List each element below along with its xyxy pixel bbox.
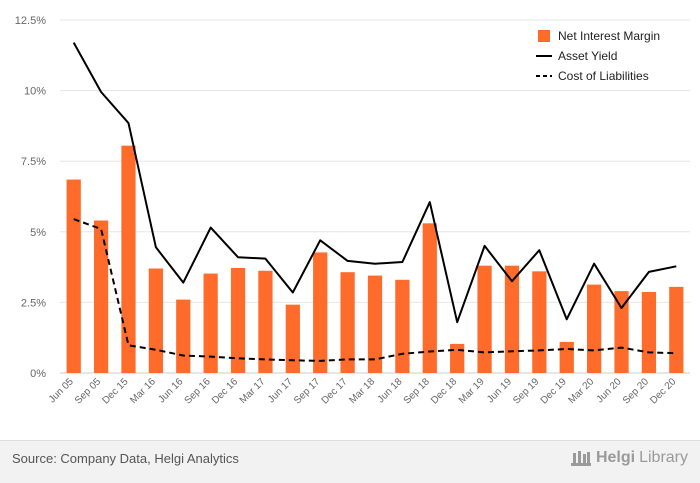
x-tick-label: Sep 18 — [402, 376, 432, 406]
x-tick-label: Sep 19 — [511, 376, 541, 406]
legend-label: Net Interest Margin — [558, 29, 660, 43]
legend: Net Interest Margin Asset Yield Cost of Li… — [536, 29, 660, 83]
bar-net-interest-margin — [614, 291, 629, 373]
y-tick-label: 0% — [30, 368, 46, 380]
bar-net-interest-margin — [340, 272, 355, 373]
legend-label: Cost of Liabilities — [558, 69, 649, 83]
x-tick-label: Sep 20 — [621, 376, 651, 406]
x-tick-label: Sep 16 — [183, 376, 213, 406]
bar-net-interest-margin — [422, 223, 437, 373]
library-icon — [570, 451, 591, 466]
bar-net-interest-margin — [395, 279, 410, 373]
x-tick-label: Sep 05 — [73, 376, 103, 406]
brand-logo: Helgi Library — [570, 449, 688, 467]
legend-label: Asset Yield — [558, 49, 617, 63]
bar-net-interest-margin — [504, 265, 520, 373]
x-tick-label: Jun 17 — [266, 376, 295, 405]
y-tick-label: 2.5% — [21, 297, 46, 309]
x-tick-label: Mar 20 — [566, 376, 596, 406]
bar-net-interest-margin — [477, 265, 492, 373]
y-tick-label: 12.5% — [15, 15, 46, 27]
x-tick-label: Sep 17 — [292, 376, 322, 406]
y-axis-ticks: 0% 2.5% 5% 7.5% 10% 12.5% — [15, 15, 46, 380]
bar-net-interest-margin — [532, 271, 547, 373]
x-tick-label: Dec 19 — [539, 376, 569, 406]
bar-net-interest-margin — [93, 220, 109, 373]
source-note: Source: Company Data, Helgi Analytics — [12, 451, 239, 466]
grid-lines — [60, 19, 690, 374]
y-tick-label: 10% — [24, 86, 46, 98]
bar-net-interest-margin — [450, 343, 465, 373]
y-tick-label: 5% — [30, 227, 46, 239]
x-tick-label: Mar 18 — [347, 376, 377, 406]
y-tick-label: 7.5% — [21, 156, 46, 168]
x-tick-label: Dec 20 — [648, 376, 678, 406]
x-tick-label: Dec 16 — [210, 376, 240, 406]
bar-net-interest-margin — [230, 267, 246, 373]
bar-net-interest-margin — [148, 268, 163, 373]
brand-name-part1: Helgi — [595, 449, 636, 466]
x-tick-label: Dec 17 — [320, 376, 350, 406]
x-tick-label: Jun 18 — [375, 376, 404, 405]
bar-net-interest-margin — [587, 284, 602, 373]
x-tick-label: Mar 16 — [128, 376, 158, 406]
x-tick-label: Mar 19 — [457, 376, 487, 406]
line-series — [72, 42, 677, 362]
bar-net-interest-margin — [285, 304, 300, 373]
bar-net-interest-margin — [313, 252, 328, 373]
x-tick-label: Jun 20 — [595, 376, 624, 405]
x-tick-label: Jun 16 — [156, 376, 185, 405]
bar-net-interest-margin — [66, 179, 81, 373]
x-tick-label: Jun 05 — [47, 376, 76, 405]
x-tick-label: Dec 15 — [100, 376, 130, 406]
brand-name-part2: Library — [639, 449, 688, 466]
bar-net-interest-margin — [367, 275, 383, 373]
line-asset-yield — [72, 42, 677, 324]
bar-net-interest-margin — [669, 286, 684, 373]
bar-net-interest-margin — [258, 270, 273, 373]
bar-net-interest-margin — [641, 291, 657, 373]
x-tick-label: Jun 19 — [485, 376, 514, 405]
footer: Source: Company Data, Helgi Analytics He… — [0, 440, 700, 483]
bar-series — [66, 145, 684, 373]
line-cost-of-liabilities — [73, 218, 677, 362]
x-tick-label: Dec 18 — [429, 376, 459, 406]
bar-net-interest-margin — [203, 273, 218, 373]
bar-net-interest-margin — [176, 299, 191, 373]
legend-swatch-bar — [538, 30, 550, 42]
bar-net-interest-margin — [121, 145, 136, 373]
bar-net-interest-margin — [559, 341, 574, 373]
x-tick-label: Mar 17 — [238, 376, 268, 406]
